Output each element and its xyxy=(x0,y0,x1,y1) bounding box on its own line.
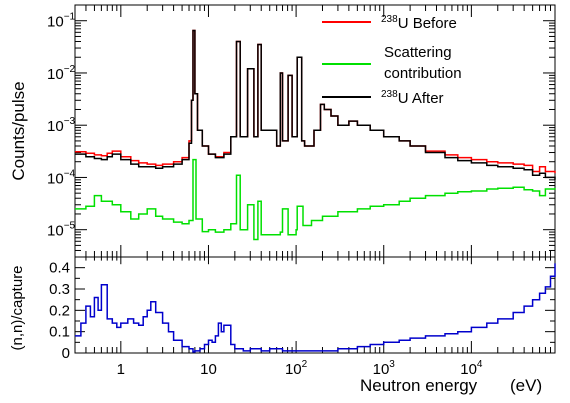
top-x-ticks xyxy=(74,5,556,257)
series-line-ratio xyxy=(75,263,556,353)
top-y-tick-label-base: 10 xyxy=(47,118,64,135)
top-panel: Counts/pulse 10−510−410−310−210−1 238U B… xyxy=(9,4,556,258)
top-y-axis-label: Counts/pulse xyxy=(9,81,28,180)
top-y-tick-label-exp: −3 xyxy=(64,116,76,127)
top-y-tick-label-exp: −1 xyxy=(64,12,76,23)
top-y-axis: 10−510−410−310−210−1 xyxy=(47,4,555,258)
top-y-tick-label: 10−3 xyxy=(47,116,76,135)
top-y-tick-label-exp: −5 xyxy=(64,221,76,232)
series-line-238u-after xyxy=(75,29,556,180)
top-y-tick-label-exp: −4 xyxy=(64,168,76,179)
top-y-tick-label-base: 10 xyxy=(47,170,64,187)
x-tick-label-exp: 2 xyxy=(302,359,308,370)
legend-before-text: U Before xyxy=(398,15,457,32)
legend-after-text: U After xyxy=(398,90,444,107)
x-tick-label-base: 10 xyxy=(373,361,390,378)
x-tick-label-exp: 3 xyxy=(389,359,395,370)
top-y-tick-label-base: 10 xyxy=(47,66,64,83)
bottom-y-tick-label: 0.1 xyxy=(49,324,70,341)
x-tick-label-base: 10 xyxy=(460,361,477,378)
legend-label-scattering-1: Scattering xyxy=(384,44,452,61)
top-series-group xyxy=(75,29,556,241)
legend-label-after: 238U After xyxy=(381,89,444,107)
legend-before-sup: 238 xyxy=(381,14,398,25)
bottom-y-axis-label: (n,n)/capture xyxy=(9,265,26,350)
x-tick-label: 10 xyxy=(200,361,217,378)
x-tick-label-exp: 4 xyxy=(477,359,483,370)
bottom-x-axis: 1 10 102 103 104 xyxy=(74,257,556,378)
bottom-panel: (n,n)/capture 00.10.20.30.4 1 10 102 103 104… xyxy=(9,256,556,395)
x-tick-label: 103 xyxy=(373,359,396,378)
legend-after-sup: 238 xyxy=(381,89,398,100)
top-y-tick-label: 10−2 xyxy=(47,64,76,83)
bottom-y-tick-label: 0.2 xyxy=(49,302,70,319)
x-tick-label-base: 1 xyxy=(117,361,125,378)
bottom-plot-frame xyxy=(74,256,556,354)
series-line-scattering-contribution xyxy=(75,158,556,241)
legend: 238U Before Scattering contribution 238U… xyxy=(322,14,462,107)
legend-label-before: 238U Before xyxy=(381,14,457,32)
x-tick-label-base: 10 xyxy=(285,361,302,378)
top-y-tick-label-base: 10 xyxy=(47,223,64,240)
series-line-238u-before xyxy=(75,29,556,174)
x-tick-label: 104 xyxy=(460,359,483,378)
bottom-y-tick-label: 0 xyxy=(62,345,70,362)
legend-label-scattering-2: contribution xyxy=(384,65,462,82)
top-y-tick-label-base: 10 xyxy=(47,14,64,31)
bottom-y-axis: 0 0.1 0.2 0.3 0.4 xyxy=(49,256,555,362)
bottom-y-tick-label: 0.4 xyxy=(49,260,70,277)
x-axis-unit: (eV) xyxy=(510,376,542,395)
bottom-y-tick-label: 0.3 xyxy=(49,281,70,298)
x-tick-label: 102 xyxy=(285,359,308,378)
top-y-tick-label-exp: −2 xyxy=(64,64,76,75)
top-y-tick-label: 10−5 xyxy=(47,221,76,240)
top-y-tick-label: 10−4 xyxy=(47,168,76,187)
bottom-series-group xyxy=(75,263,556,353)
x-axis-label: Neutron energy xyxy=(360,376,478,395)
x-tick-label: 1 xyxy=(117,361,125,378)
x-tick-label-base: 10 xyxy=(200,361,217,378)
top-y-tick-label: 10−1 xyxy=(47,12,76,31)
